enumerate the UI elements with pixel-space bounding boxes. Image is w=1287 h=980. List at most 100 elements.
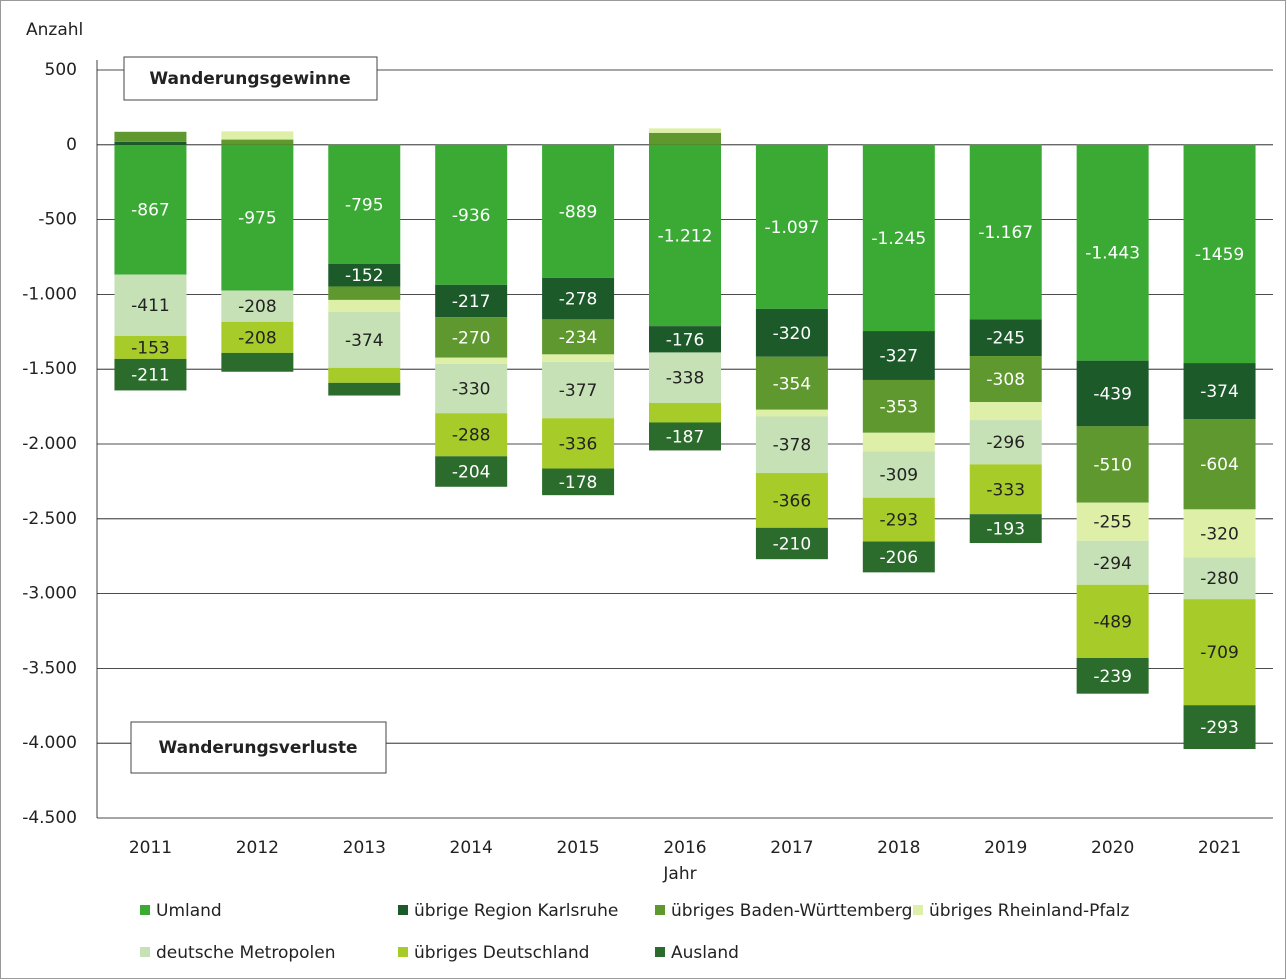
bar-segment bbox=[114, 274, 187, 336]
x-tick-label: 2014 bbox=[450, 838, 493, 858]
data-label: -353 bbox=[880, 397, 919, 417]
data-label: -338 bbox=[666, 369, 705, 389]
bar-segment bbox=[969, 144, 1042, 320]
bar-segment bbox=[1183, 509, 1256, 558]
annotation: Wanderungsgewinne bbox=[149, 69, 350, 89]
bar-segment bbox=[435, 317, 508, 358]
data-label: -439 bbox=[1093, 385, 1132, 405]
bar-segment bbox=[542, 418, 615, 469]
bar-segment bbox=[542, 468, 615, 496]
y-tick-label: -500 bbox=[38, 210, 77, 230]
data-label: -206 bbox=[880, 548, 919, 568]
x-tick-label: 2017 bbox=[770, 838, 813, 858]
data-label: -709 bbox=[1200, 643, 1239, 663]
data-label: -975 bbox=[238, 209, 277, 229]
bar-segment bbox=[862, 432, 935, 452]
bar-segment bbox=[649, 128, 721, 133]
y-tick-label: -2.000 bbox=[22, 434, 77, 454]
data-label: -867 bbox=[131, 201, 170, 221]
data-label: -293 bbox=[1200, 718, 1239, 738]
data-label: -327 bbox=[880, 347, 919, 367]
legend-label: Ausland bbox=[671, 943, 739, 963]
bar-segment bbox=[649, 422, 721, 451]
bar-segment bbox=[221, 139, 294, 145]
bar-segment bbox=[435, 456, 508, 487]
bar-segment bbox=[649, 403, 721, 423]
bar-segment bbox=[969, 420, 1042, 465]
bar-segment bbox=[1076, 502, 1149, 541]
data-label: -377 bbox=[559, 381, 598, 401]
legend-label: übriges Rheinland-Pfalz bbox=[929, 901, 1130, 921]
data-label: -208 bbox=[238, 328, 277, 348]
legend-label: übriges Baden-Württemberg bbox=[671, 901, 912, 921]
legend-label: deutsche Metropolen bbox=[156, 943, 336, 963]
bar-segment bbox=[862, 379, 935, 433]
bar-segment bbox=[435, 363, 508, 414]
bar-segment bbox=[221, 131, 294, 140]
data-label: -378 bbox=[773, 436, 812, 456]
bar-segment bbox=[328, 367, 401, 383]
bar-segment bbox=[328, 144, 401, 264]
bar-segment bbox=[328, 286, 401, 300]
bar-segment bbox=[755, 356, 828, 410]
bar-segment bbox=[755, 416, 828, 474]
data-label: -320 bbox=[1200, 524, 1239, 544]
bar-segment bbox=[542, 361, 615, 419]
data-label: -1.212 bbox=[658, 226, 713, 246]
bar-segment bbox=[1076, 657, 1149, 694]
data-label: -330 bbox=[452, 379, 491, 399]
data-label: -255 bbox=[1093, 513, 1132, 533]
bar-segment bbox=[328, 299, 401, 312]
data-label: -210 bbox=[773, 534, 812, 554]
y-tick-label: 500 bbox=[45, 60, 77, 80]
data-label: -604 bbox=[1200, 455, 1239, 475]
y-tick-label: -1.500 bbox=[22, 359, 77, 379]
data-label: -204 bbox=[452, 463, 491, 483]
data-label: -489 bbox=[1093, 612, 1132, 632]
bar-segment bbox=[1076, 540, 1149, 585]
bar-segment bbox=[1183, 363, 1256, 420]
data-label: -208 bbox=[238, 297, 277, 317]
x-tick-label: 2019 bbox=[984, 838, 1027, 858]
data-label: -510 bbox=[1093, 455, 1132, 475]
bar-segment bbox=[755, 409, 828, 417]
bar-segment bbox=[755, 527, 828, 560]
bar-segment bbox=[862, 331, 935, 380]
data-label: -374 bbox=[345, 331, 384, 351]
bar-segment bbox=[649, 132, 721, 145]
bar-segment bbox=[221, 144, 294, 291]
data-label: -374 bbox=[1200, 382, 1239, 402]
data-label: -270 bbox=[452, 328, 491, 348]
bar-segment bbox=[1183, 419, 1256, 510]
bar-segment bbox=[969, 464, 1042, 515]
bar-segment bbox=[114, 131, 187, 142]
data-label: -795 bbox=[345, 195, 384, 215]
data-label: -152 bbox=[345, 266, 384, 286]
bar-segment bbox=[1183, 557, 1256, 600]
data-label: -411 bbox=[131, 296, 170, 316]
data-label: -308 bbox=[986, 370, 1025, 390]
data-label: -293 bbox=[880, 511, 919, 531]
bar-segment bbox=[969, 319, 1042, 357]
x-tick-label: 2011 bbox=[129, 838, 172, 858]
bar-segment bbox=[435, 144, 508, 285]
bar-segment bbox=[862, 541, 935, 573]
bar-segment bbox=[969, 514, 1042, 544]
annotation-box bbox=[123, 56, 378, 101]
data-label: -278 bbox=[559, 290, 598, 310]
bar-segment bbox=[755, 308, 828, 357]
annotation: Wanderungsverluste bbox=[159, 738, 358, 758]
bar-segment bbox=[542, 354, 615, 362]
y-tick-label: -1.000 bbox=[22, 284, 77, 304]
legend-swatch bbox=[655, 905, 665, 915]
x-tick-label: 2013 bbox=[343, 838, 386, 858]
data-label: -176 bbox=[666, 330, 705, 350]
bar-segment bbox=[542, 277, 615, 320]
legend-label: übriges Deutschland bbox=[414, 943, 589, 963]
bar-segment bbox=[1076, 360, 1149, 427]
y-tick-label: -3.500 bbox=[22, 658, 77, 678]
data-label: -153 bbox=[131, 338, 170, 358]
legend-swatch bbox=[655, 947, 665, 957]
bar-segment bbox=[114, 335, 187, 359]
data-label: -211 bbox=[131, 366, 170, 386]
